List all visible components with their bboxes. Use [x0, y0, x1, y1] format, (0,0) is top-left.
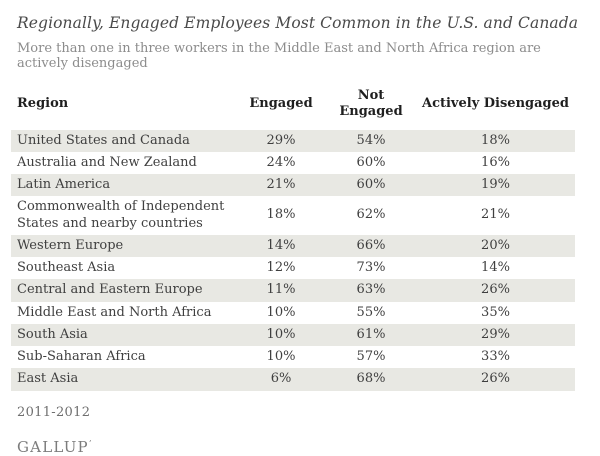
region-cell: Sub-Saharan Africa: [17, 349, 146, 364]
column-header-engaged: Engaged: [249, 96, 313, 112]
table-header-row: Region Engaged Not Engaged Actively Dise…: [11, 84, 575, 130]
table-row: United States and Canada 29% 54% 18%: [11, 129, 575, 152]
table-row: Commonwealth of Independent States and n…: [11, 196, 575, 235]
not-engaged-cell: 60%: [356, 154, 386, 170]
actively-disengaged-cell: 20%: [481, 237, 510, 253]
engaged-cell: 24%: [266, 154, 296, 170]
region-cell: Central and Eastern Europe: [17, 282, 203, 298]
gallup-logo-text: GALLUP: [17, 437, 89, 456]
engaged-cell: 10%: [266, 304, 296, 320]
not-engaged-cell: 55%: [356, 304, 386, 320]
actively-disengaged-cell: 21%: [481, 207, 510, 223]
region-cell: East Asia: [17, 371, 79, 387]
table-row: Latin America 21% 60% 19%: [11, 174, 575, 197]
engaged-cell: 11%: [266, 282, 296, 298]
not-engaged-cell: 63%: [356, 282, 386, 298]
period-label: 2011-2012: [17, 404, 91, 420]
actively-disengaged-cell: 18%: [481, 132, 510, 148]
not-engaged-cell: 60%: [356, 177, 386, 192]
actively-disengaged-cell: 16%: [481, 154, 510, 170]
column-header-actively-disengaged: Actively Disengaged: [421, 96, 569, 112]
actively-disengaged-cell: 29%: [481, 326, 510, 342]
not-engaged-cell: 66%: [356, 237, 386, 253]
column-header-region: Region: [17, 96, 69, 112]
actively-disengaged-cell: 33%: [481, 349, 510, 364]
not-engaged-cell: 73%: [356, 260, 386, 275]
actively-disengaged-cell: 35%: [481, 304, 510, 320]
engaged-cell: 18%: [266, 207, 296, 223]
actively-disengaged-cell: 26%: [481, 282, 510, 298]
column-header-not-engaged: Not Engaged: [339, 88, 403, 120]
table-row: Central and Eastern Europe 11% 63% 26%: [11, 279, 575, 302]
engaged-cell: 6%: [270, 371, 292, 387]
not-engaged-cell: 54%: [356, 132, 386, 148]
table-row: Middle East and North Africa 10% 55% 35%: [11, 302, 575, 324]
region-cell: Southeast Asia: [17, 260, 116, 275]
region-cell: Middle East and North Africa: [17, 304, 212, 320]
region-cell: South Asia: [17, 326, 88, 342]
actively-disengaged-cell: 14%: [481, 260, 510, 275]
table-row: South Asia 10% 61% 29%: [11, 323, 575, 346]
trademark-mark: ’: [88, 438, 92, 448]
table-row: Southeast Asia 12% 73% 14%: [11, 257, 575, 279]
engaged-cell: 10%: [266, 326, 296, 342]
region-cell: Australia and New Zealand: [17, 154, 197, 170]
region-cell: Latin America: [17, 177, 111, 192]
actively-disengaged-cell: 19%: [481, 177, 510, 192]
not-engaged-cell: 68%: [356, 371, 386, 387]
table-row: East Asia 6% 68% 26%: [11, 368, 575, 391]
engaged-cell: 21%: [266, 177, 296, 192]
engagement-table: Region Engaged Not Engaged Actively Dise…: [11, 84, 575, 391]
table-row: Western Europe 14% 66% 20%: [11, 234, 575, 257]
table-body: United States and Canada 29% 54% 18% Austral…: [11, 129, 575, 391]
region-cell: United States and Canada: [17, 132, 190, 148]
engaged-cell: 12%: [266, 260, 296, 275]
engaged-cell: 29%: [266, 132, 296, 148]
gallup-logo: GALLUP’: [17, 438, 586, 456]
region-cell: Western Europe: [17, 237, 124, 253]
engaged-cell: 14%: [266, 237, 296, 253]
actively-disengaged-cell: 26%: [481, 371, 510, 387]
table-row: Australia and New Zealand 24% 60% 16%: [11, 152, 575, 174]
table-row: Sub-Saharan Africa 10% 57% 33%: [11, 346, 575, 368]
page-subtitle: More than one in three workers in the Mi…: [17, 41, 541, 71]
page-title: Regionally, Engaged Employees Most Commo…: [17, 14, 579, 32]
not-engaged-cell: 61%: [356, 326, 386, 342]
engaged-cell: 10%: [266, 349, 296, 364]
not-engaged-cell: 62%: [356, 207, 386, 223]
not-engaged-cell: 57%: [356, 349, 386, 364]
table-header: Region Engaged Not Engaged Actively Dise…: [11, 84, 575, 130]
region-cell: Commonwealth of Independent States and n…: [17, 199, 225, 231]
